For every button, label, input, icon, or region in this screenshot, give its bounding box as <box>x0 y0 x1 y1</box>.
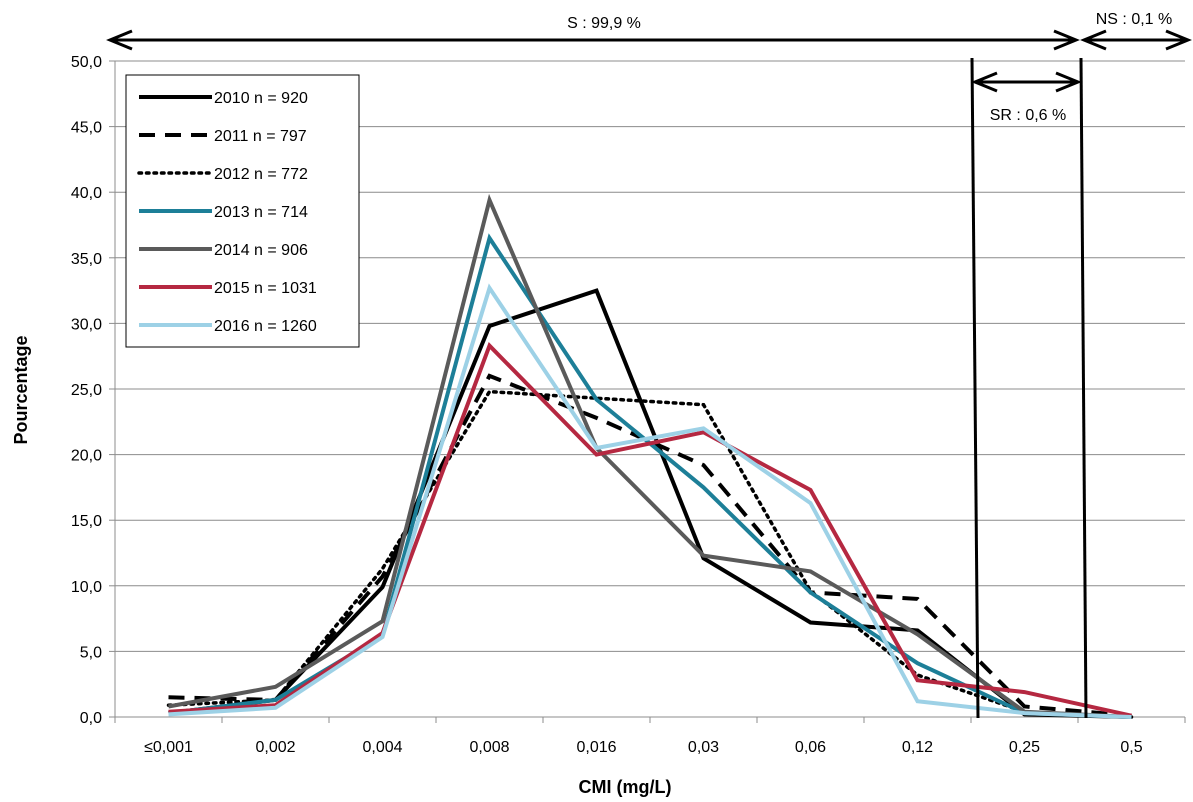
y-tick-label: 15,0 <box>71 513 102 530</box>
legend-label: 2011 n = 797 <box>214 128 307 145</box>
breakpoint-line <box>1079 57 1088 719</box>
x-tick-label: 0,12 <box>902 739 933 756</box>
x-tick-label: 0,002 <box>255 739 295 756</box>
series-line <box>168 342 1132 718</box>
series-line <box>168 373 1132 718</box>
y-tick-label: 30,0 <box>71 316 102 333</box>
series-lines <box>166 193 1134 719</box>
x-tick-label: 0,5 <box>1120 739 1142 756</box>
s-range-label: S : 99,9 % <box>567 15 641 32</box>
y-tick-label: 10,0 <box>71 579 102 596</box>
legend-label: 2014 n = 906 <box>214 242 308 259</box>
series-line <box>168 283 1132 719</box>
x-axis-title: CMI (mg/L) <box>579 777 672 797</box>
y-tick-label: 20,0 <box>71 448 102 465</box>
legend-label: 2013 n = 714 <box>214 204 308 221</box>
legend: 2010 n = 920 2011 n = 797 2012 n = 772 2013… <box>125 74 360 348</box>
x-tick-label: 0,25 <box>1009 739 1040 756</box>
legend-label: 2010 n = 920 <box>214 90 308 107</box>
y-tick-label: 5,0 <box>80 644 102 661</box>
legend-label: 2015 n = 1031 <box>214 280 317 297</box>
breakpoint-line <box>970 57 980 719</box>
y-tick-label: 40,0 <box>71 185 102 202</box>
legend-label: 2012 n = 772 <box>214 166 308 183</box>
y-axis-title: Pourcentage <box>11 335 31 444</box>
y-tick-label: 0,0 <box>80 710 102 727</box>
ns-range-label: NS : 0,1 % <box>1096 11 1172 28</box>
arrowhead <box>1053 29 1080 51</box>
x-tick-label: 0,016 <box>576 739 616 756</box>
annotations: S : 99,9 % NS : 0,1 % SR : 0,6 % <box>106 11 1192 719</box>
arrowhead <box>1165 29 1192 51</box>
legend-label: 2016 n = 1260 <box>214 318 317 335</box>
arrowhead <box>106 29 133 51</box>
sr-range-label: SR : 0,6 % <box>990 107 1066 124</box>
y-tick-label: 35,0 <box>71 251 102 268</box>
x-tick-label: 0,004 <box>362 739 402 756</box>
arrowhead <box>1055 71 1082 93</box>
series-line <box>166 389 1134 719</box>
y-tick-label: 45,0 <box>71 120 102 137</box>
x-tick-label: ≤0,001 <box>144 739 193 756</box>
x-tick-label: 0,06 <box>795 739 826 756</box>
arrowhead <box>971 71 998 93</box>
x-tick-label: 0,008 <box>469 739 509 756</box>
y-tick-label: 25,0 <box>71 382 102 399</box>
arrowhead <box>1080 29 1107 51</box>
x-tick-label: 0,03 <box>688 739 719 756</box>
y-tick-label: 50,0 <box>71 54 102 71</box>
series-line <box>168 193 1132 719</box>
axes: 0,0 5,0 10,0 15,0 20,0 25,0 30,0 35,0 40,0 45,0 50… <box>71 54 1186 756</box>
